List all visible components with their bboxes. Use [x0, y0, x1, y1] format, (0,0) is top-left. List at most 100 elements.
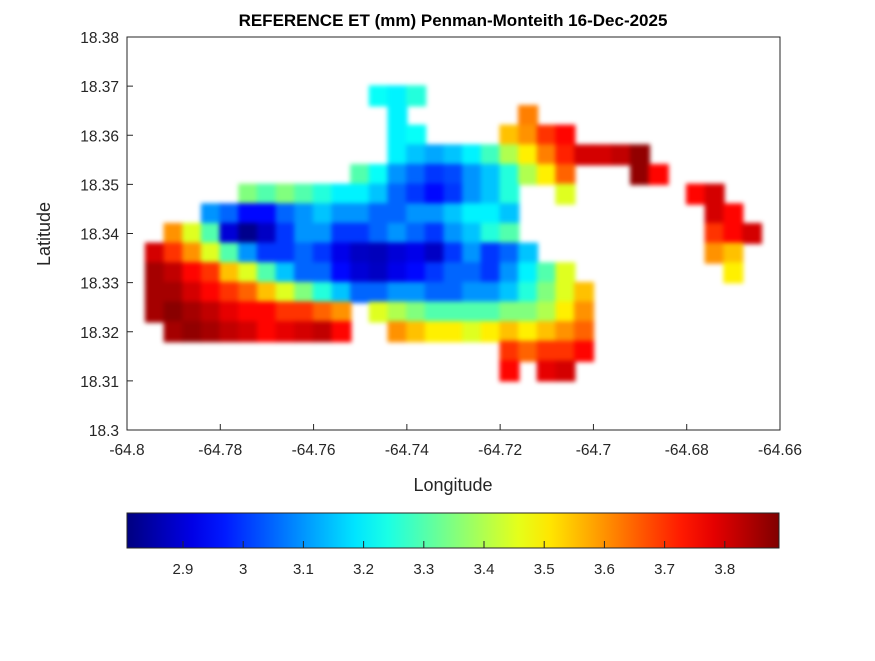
heatmap-cell — [462, 281, 483, 304]
heatmap-cell — [443, 183, 464, 205]
heatmap-cell — [499, 262, 520, 284]
heatmap-cell — [368, 281, 389, 304]
heatmap-cell — [331, 281, 352, 304]
heatmap-cell — [275, 242, 296, 264]
colorbar — [126, 512, 780, 549]
heatmap-cell — [256, 321, 278, 343]
heatmap-cell — [387, 144, 408, 166]
heatmap-cell — [406, 222, 427, 245]
heatmap-cell — [424, 163, 445, 186]
heatmap-cell — [331, 321, 352, 343]
heatmap-cell — [499, 163, 520, 186]
heatmap-cell — [219, 301, 240, 323]
heatmap-cell — [574, 321, 595, 343]
y-tick-label: 18.37 — [80, 79, 119, 96]
heatmap-cell — [350, 242, 371, 264]
heatmap-cell — [275, 222, 296, 245]
heatmap-cell — [387, 85, 408, 107]
heatmap-cell — [536, 281, 557, 304]
heatmap-cell — [219, 262, 240, 284]
heatmap-cell — [443, 242, 464, 264]
heatmap-cell — [387, 321, 408, 343]
heatmap-cell — [723, 203, 744, 225]
heatmap-cell — [200, 242, 222, 264]
heatmap-cell — [574, 301, 595, 323]
heatmap-cell — [294, 321, 315, 343]
heatmap-cell — [182, 281, 203, 304]
heatmap-cell — [331, 222, 352, 245]
heatmap-cell — [387, 183, 408, 205]
heatmap-cell — [723, 222, 744, 245]
heatmap-cell — [312, 281, 333, 304]
heatmap-cell — [518, 242, 539, 264]
heatmap-cell — [219, 321, 240, 343]
heatmap-cell — [163, 222, 184, 245]
heatmap-cell — [462, 301, 483, 323]
heatmap-cell — [443, 262, 464, 284]
heatmap-cell — [163, 321, 184, 343]
heatmap-cell — [592, 144, 613, 166]
heatmap-cell — [387, 242, 408, 264]
heatmap-cell — [312, 262, 333, 284]
heatmap-cell — [443, 301, 464, 323]
heatmap-cell — [574, 340, 595, 362]
heatmap-cell — [518, 144, 539, 166]
heatmap-cell — [424, 242, 445, 264]
heatmap-cell — [536, 301, 557, 323]
heatmap-cell — [536, 124, 557, 146]
heatmap-cell — [480, 281, 501, 304]
heatmap-cell — [574, 281, 595, 304]
heatmap-cell — [723, 262, 744, 284]
heatmap-cell — [443, 144, 464, 166]
heatmap-cell — [518, 281, 539, 304]
heatmap-cell — [555, 163, 576, 186]
heatmap-cell — [480, 222, 501, 245]
heatmap-cell — [518, 163, 539, 186]
y-tick-label: 18.33 — [80, 276, 119, 293]
heatmap-cell — [368, 262, 389, 284]
heatmap-cell — [331, 301, 352, 323]
heatmap-cell — [518, 321, 539, 343]
x-tick-label: -64.8 — [109, 442, 144, 459]
heatmap-cell — [387, 222, 408, 245]
heatmap-cell — [555, 340, 576, 362]
heatmap-cell — [368, 242, 389, 264]
heatmap-cell — [387, 163, 408, 186]
x-tick-label: -64.74 — [385, 442, 429, 459]
heatmap-cell — [462, 242, 483, 264]
heatmap-cell — [499, 321, 520, 343]
heatmap-cell — [443, 163, 464, 186]
colorbar-tick-label: 3.6 — [594, 561, 615, 578]
heatmap-cell — [294, 242, 315, 264]
heatmap-cell — [163, 242, 184, 264]
colorbar-ticks: 2.9 3 3.1 3.2 3.3 3.4 3.5 3.6 3.7 3.8 — [173, 541, 735, 578]
heatmap-cell — [443, 321, 464, 343]
heatmap-cell — [648, 163, 669, 186]
heatmap-cell — [144, 242, 166, 264]
heatmap-cell — [350, 183, 371, 205]
colorbar-tick-label: 3 — [239, 561, 247, 578]
heatmap-cell — [462, 144, 483, 166]
heatmap-cell — [331, 183, 352, 205]
heatmap-cell — [368, 203, 389, 225]
heatmap-cell — [536, 340, 557, 362]
heatmap-cell — [480, 163, 501, 186]
heatmap-cell — [294, 281, 315, 304]
heatmap-cell — [518, 124, 539, 146]
heatmap-cell — [163, 262, 184, 284]
heatmap-cell — [387, 124, 408, 146]
heatmap-cell — [499, 144, 520, 166]
heatmap-cell — [200, 222, 222, 245]
heatmap-cell — [555, 281, 576, 304]
heatmap-cell — [555, 360, 576, 382]
heatmap-cell — [275, 281, 296, 304]
heatmap-cell — [200, 281, 222, 304]
heatmap-cell — [406, 85, 427, 107]
x-tick-label: -64.66 — [758, 442, 802, 459]
heatmap-cell — [480, 301, 501, 323]
colorbar-tick-label: 3.5 — [534, 561, 555, 578]
heatmap-cell — [406, 144, 427, 166]
heatmap-cell — [200, 262, 222, 284]
heatmap-cell — [462, 262, 483, 284]
colorbar-tick-label: 3.8 — [714, 561, 735, 578]
